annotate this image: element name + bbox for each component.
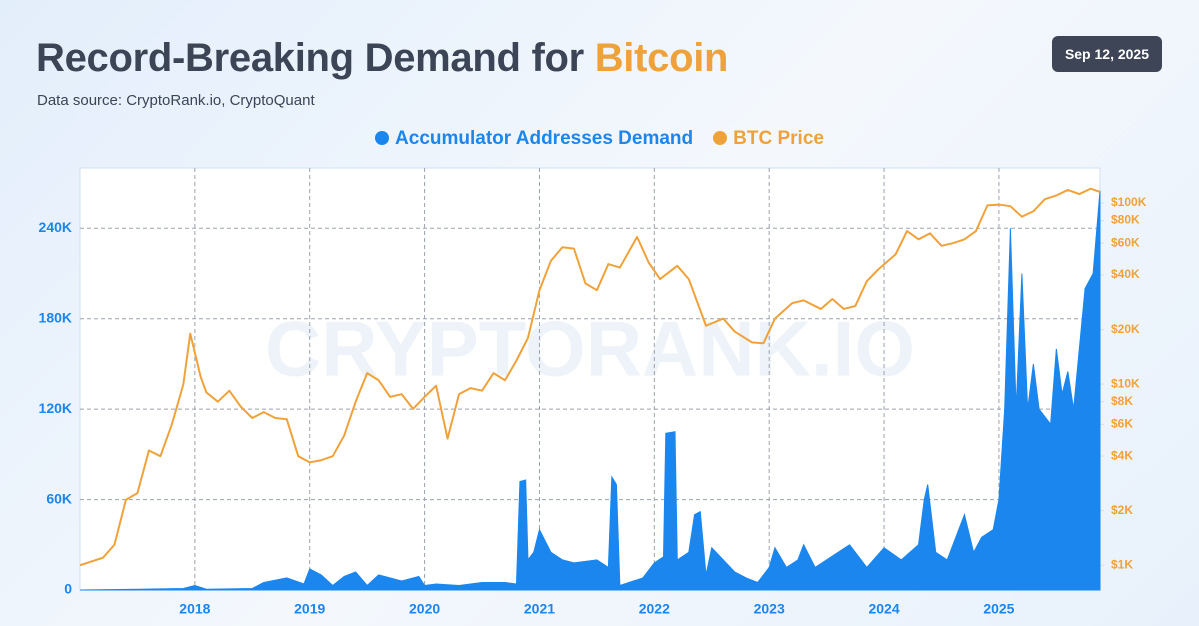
x-tick-label: 2022 — [639, 601, 670, 617]
y-tick-label: 120K — [39, 400, 72, 416]
y-tick-label: 180K — [39, 309, 72, 325]
x-tick-label: 2018 — [179, 601, 210, 617]
y2-tick-label: $80K — [1111, 213, 1140, 227]
y2-tick-label: $40K — [1111, 267, 1140, 281]
subtitle: Data source: CryptoRank.io, CryptoQuant — [37, 92, 315, 109]
y-tick-label: 60K — [46, 490, 72, 506]
y-tick-label: 0 — [64, 581, 72, 597]
y2-tick-label: $60K — [1111, 235, 1140, 249]
y2-tick-label: $20K — [1111, 322, 1140, 336]
legend-marker — [713, 131, 728, 145]
legend-item: Accumulator Addresses Demand — [375, 128, 693, 149]
y2-tick-label: $8K — [1111, 394, 1133, 408]
y-tick-label: 240K — [39, 219, 72, 235]
legend-label: Accumulator Addresses Demand — [395, 128, 694, 149]
y2-tick-label: $6K — [1111, 416, 1133, 430]
legend-item: BTC Price — [713, 128, 824, 149]
line — [79, 187, 1101, 567]
x-tick-label: 2020 — [409, 601, 440, 617]
x-tick-label: 2024 — [868, 601, 899, 617]
x-tick-label: 2023 — [754, 601, 785, 617]
y2-tick-label: $1K — [1111, 557, 1133, 571]
title-highlight: Bitcoin — [594, 36, 729, 80]
title: Record-Breaking Demand for Bitcoin — [36, 36, 728, 81]
legend-label: BTC Price — [733, 128, 824, 149]
x-tick-label: 2025 — [983, 601, 1014, 617]
y2-tick-label: $10K — [1111, 376, 1140, 390]
x-tick-label: 2021 — [524, 601, 555, 617]
y2-tick-label: $100K — [1111, 195, 1147, 209]
legend: Accumulator Addresses Demand BTC Price — [0, 128, 1199, 150]
area — [79, 190, 1101, 591]
x-tick-label: 2019 — [294, 601, 325, 617]
legend-marker — [375, 131, 390, 145]
y2-tick-label: $4K — [1111, 448, 1133, 462]
y2-tick-label: $2K — [1111, 503, 1133, 517]
title-text: Record-Breaking Demand for — [36, 36, 584, 80]
date-badge: Sep 12, 2025 — [1051, 36, 1162, 72]
watermark: CRYPTORANK.IO — [265, 305, 915, 393]
